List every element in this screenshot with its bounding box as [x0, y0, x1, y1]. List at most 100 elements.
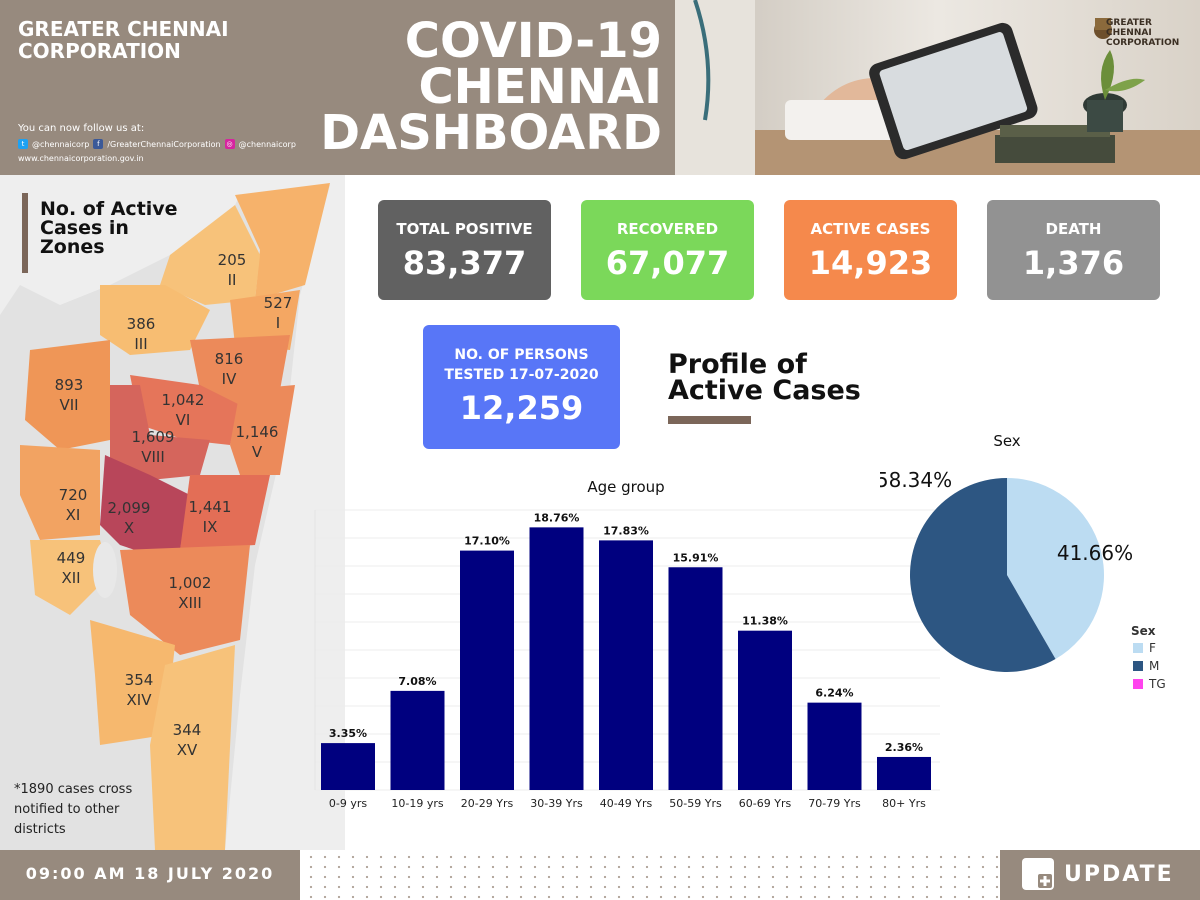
zone-shape-vii: [25, 340, 110, 450]
zone-label-xiii: 1,002 XIII: [168, 574, 212, 612]
persons-tested-label-line-1: NO. OF PERSONS: [454, 347, 589, 363]
zone-label-viii: 1,609 VIII: [131, 428, 175, 466]
facebook-handle[interactable]: /GreaterChennaiCorporation: [107, 139, 221, 149]
age-bar-80-yrs: [877, 756, 931, 790]
zone-shape-xv: [150, 645, 235, 850]
age-bar-50-59-yrs: [668, 567, 723, 790]
profile-title-line-1: Profile of: [668, 349, 807, 380]
age-tick-label: 40-49 Yrs: [600, 797, 653, 810]
zone-shape-x: [100, 455, 190, 555]
age-bar-label: 17.10%: [464, 535, 510, 548]
map-heading-accent: [22, 193, 28, 273]
legend-label-m: M: [1149, 659, 1159, 673]
map-footnote: *1890 cases cross notified to other dist…: [14, 782, 133, 837]
zone-shape-viii: [110, 385, 210, 480]
zone-shape-iv: [190, 335, 290, 405]
total-positive-label: TOTAL POSITIVE: [396, 220, 533, 238]
zone-shape-ii: [235, 183, 330, 300]
age-tick-label: 80+ Yrs: [882, 797, 926, 810]
active-cases-label: ACTIVE CASES: [810, 220, 931, 238]
age-bar-0-9-yrs: [321, 743, 375, 790]
footer-date-panel: [0, 850, 300, 900]
zone-shape-xiv: [90, 620, 175, 745]
recovered-label: RECOVERED: [616, 220, 719, 238]
pie-label-m: 58.34%: [880, 468, 952, 492]
age-tick-label: 50-59 Yrs: [669, 797, 722, 810]
age-bar-60-69-yrs: [738, 630, 792, 790]
age-group-chart: 3.35% 7.08% 17.10% 18.76% 17.83% 15.91% 11.38%…: [314, 478, 940, 810]
age-tick-label: 70-79 Yrs: [808, 797, 861, 810]
age-bar-10-19-yrs: [390, 690, 445, 790]
persons-tested-label: NO. OF PERSONS TESTED 17-07-2020: [423, 345, 620, 385]
age-bar-label: 6.24%: [815, 687, 853, 700]
persons-tested-value: 12,259: [459, 389, 584, 427]
zone-label-iii: 386 III: [126, 315, 156, 353]
zone-label-vi: 1,042 VI: [161, 391, 205, 429]
social-links: t @chennaicorp f /GreaterChennaiCorporat…: [18, 139, 296, 149]
footer-dot-pattern: [300, 850, 1000, 900]
death-card: DEATH 1,376: [987, 200, 1160, 300]
zone-label-xi: 720 XI: [58, 486, 88, 524]
legend-swatch-m: [1133, 661, 1143, 671]
profile-title-line-2: Active Cases: [668, 375, 861, 406]
update-label: UPDATE: [1064, 862, 1174, 887]
age-tick-label: 60-69 Yrs: [739, 797, 792, 810]
zone-shape-iii: [100, 285, 210, 355]
zone-label-iv: 816 IV: [214, 350, 244, 388]
zone-label-vii: 893 VII: [54, 376, 84, 414]
zone-label-i: 527 I: [263, 294, 293, 332]
zone-shape-ii-b: [160, 205, 260, 305]
website-link[interactable]: www.chennaicorporation.gov.in: [18, 154, 144, 163]
age-bar-70-79-yrs: [807, 702, 862, 790]
recovered-card: RECOVERED 67,077: [581, 200, 754, 300]
age-chart-title: Age group: [587, 478, 664, 496]
persons-tested-card: NO. OF PERSONS TESTED 17-07-2020 12,259: [423, 325, 620, 449]
sex-legend-title: Sex: [1131, 624, 1156, 638]
zone-label-xv: 344 XV: [172, 721, 202, 759]
dashboard-title: COVID-19 CHENNAI DASHBOARD: [300, 13, 662, 161]
age-tick-label: 0-9 yrs: [329, 797, 367, 810]
age-bar-label: 3.35%: [329, 727, 367, 740]
zone-shape-xi: [20, 445, 100, 540]
title-line-1: COVID-19: [404, 13, 662, 69]
zone-label-ix: 1,441 IX: [188, 498, 232, 536]
title-line-3: DASHBOARD: [320, 105, 662, 161]
age-tick-label: 20-29 Yrs: [461, 797, 514, 810]
pie-slice-f: [1007, 478, 1104, 659]
pie-label-f: 41.66%: [1057, 541, 1133, 565]
legend-swatch-tg: [1133, 679, 1143, 689]
instagram-handle[interactable]: @chennaicorp: [238, 139, 296, 149]
zone-label-ii: 205 II: [217, 251, 247, 289]
age-tick-label: 30-39 Yrs: [530, 797, 583, 810]
age-bar-label: 15.91%: [673, 551, 719, 564]
map-heading: No. of Active Cases in Zones: [40, 198, 178, 258]
profile-title: Profile of Active Cases: [668, 349, 861, 406]
follow-text: You can now follow us at:: [18, 123, 145, 134]
update-icon: [1022, 858, 1054, 890]
age-tick-label: 10-19 yrs: [391, 797, 443, 810]
recovered-value: 67,077: [605, 244, 730, 282]
active-cases-card: ACTIVE CASES 14,923: [784, 200, 957, 300]
persons-tested-label-line-2: TESTED 17-07-2020: [444, 367, 599, 383]
instagram-icon: ◎: [224, 139, 235, 149]
age-bar-label: 17.83%: [603, 524, 649, 537]
zone-shape-xiii: [120, 545, 250, 655]
title-line-2: CHENNAI: [418, 59, 662, 115]
zone-label-x: 2,099 X: [107, 499, 151, 537]
legend-label-f: F: [1149, 641, 1156, 655]
zone-label-xiv: 354 XIV: [124, 671, 154, 709]
death-label: DEATH: [1045, 220, 1102, 238]
photo-logo: GREATER CHENNAI CORPORATION: [1106, 18, 1179, 48]
org-name: GREATER CHENNAI CORPORATION: [18, 17, 229, 63]
death-value: 1,376: [1022, 244, 1125, 282]
sex-chart-title: Sex: [993, 432, 1020, 450]
profile-title-accent: [668, 416, 751, 424]
sex-chart: Sex 41.66% 58.34% Sex FM TG: [880, 432, 1166, 691]
zone-map-panel: [0, 175, 345, 850]
zone-label-xii: 449 XII: [56, 549, 86, 587]
twitter-handle[interactable]: @chennaicorp: [32, 139, 90, 149]
legend-label-tg: TG: [1148, 677, 1166, 691]
zone-shape-v: [230, 385, 295, 475]
age-bar-30-39-yrs: [529, 527, 584, 790]
zone-shape-vi: [130, 375, 240, 445]
